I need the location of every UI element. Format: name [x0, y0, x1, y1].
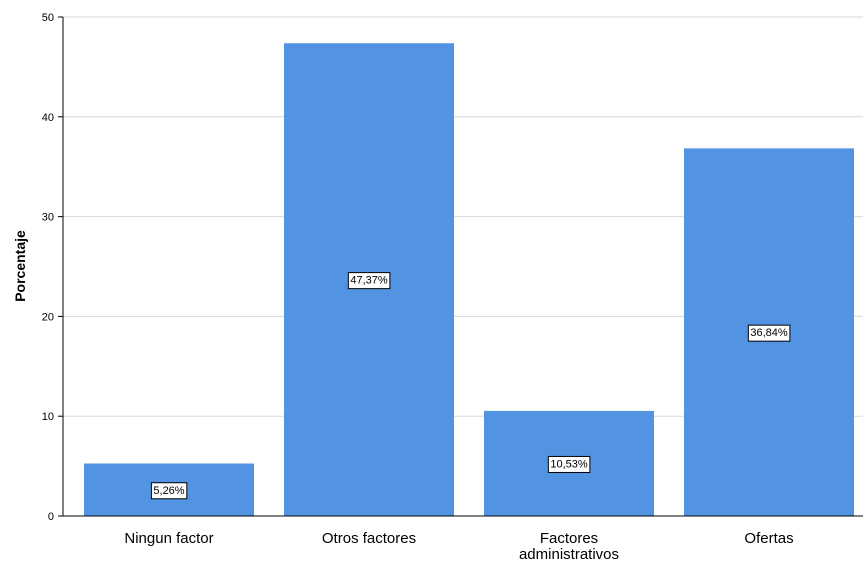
x-tick-label: Ofertas: [744, 530, 793, 547]
y-tick-label: 30: [42, 212, 54, 224]
y-axis-title: Porcentaje: [12, 230, 28, 302]
y-tick-labels: 0 10 20 30 40 50: [42, 12, 63, 523]
data-label: 10,53%: [547, 455, 591, 473]
x-tick-label: administrativos: [519, 546, 619, 563]
y-tick-label: 10: [42, 411, 54, 423]
data-label: 47,37%: [347, 272, 391, 290]
data-label-text: 10,53%: [550, 458, 588, 470]
axes: [62, 17, 863, 517]
y-tick-label: 0: [48, 511, 54, 523]
y-tick-label: 50: [42, 12, 54, 24]
x-tick-label: Ningun factor: [124, 530, 213, 547]
x-tick-label: Otros factores: [322, 530, 416, 547]
data-label-box: [150, 482, 188, 500]
y-tick-label: 40: [42, 112, 54, 124]
bars: [84, 43, 854, 517]
data-label-text: 5,26%: [153, 485, 184, 497]
x-tick-label: Factores: [540, 530, 598, 547]
data-labels: 5,26% 47,37% 10,53% 36,84%: [150, 272, 791, 500]
data-label-text: 36,84%: [750, 327, 788, 339]
data-label-box: [347, 272, 391, 290]
x-tick-labels: Ningun factor Otros factores Factoresadmin…: [124, 530, 793, 563]
data-label-box: [747, 324, 791, 342]
data-label: 5,26%: [150, 482, 188, 500]
data-label-text: 47,37%: [350, 275, 388, 287]
data-label: 36,84%: [747, 324, 791, 342]
y-tick-label: 20: [42, 311, 54, 323]
data-label-box: [547, 455, 591, 473]
